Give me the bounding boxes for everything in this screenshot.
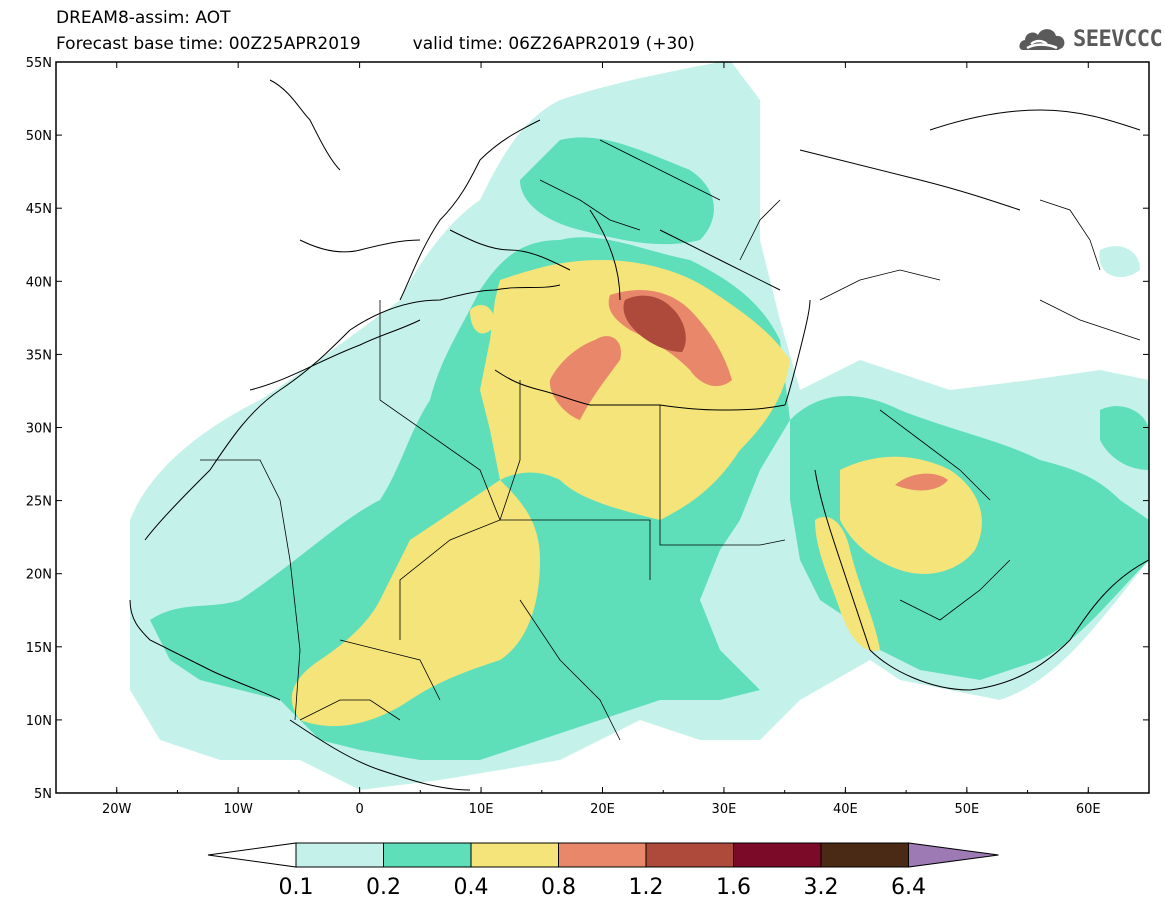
lon-label: 10W (223, 802, 253, 817)
map-title: DREAM8-assim: AOT (56, 8, 231, 28)
lon-axis: 20W 10W 0 10E 20E 30E 40E 50E 60E (55, 62, 1150, 817)
base-time: Forecast base time: 00Z25APR2019 (56, 34, 361, 54)
lat-label: 20N (26, 568, 52, 583)
colorbar-box (733, 842, 822, 868)
colorbar-label: 1.6 (716, 875, 751, 900)
lon-label: 30E (712, 802, 737, 817)
lat-axis: 55N 50N 45N 40N 35N 30N 25N 20N 15N 10N 5N (26, 56, 1149, 802)
lat-label: 45N (26, 202, 52, 217)
colorbar-label: 0.2 (366, 875, 401, 900)
seevccc-logo: SEEVCCC (1017, 22, 1163, 58)
lat-label: 50N (26, 129, 52, 144)
lat-label: 30N (26, 422, 52, 437)
lat-label: 25N (26, 495, 52, 510)
lon-label: 60E (1076, 802, 1101, 817)
lon-label: 20E (590, 802, 615, 817)
colorbar-label: 0.4 (454, 875, 489, 900)
lon-label: 10E (469, 802, 494, 817)
colorbar-label: 3.2 (804, 875, 839, 900)
colorbar-box (645, 842, 734, 868)
lon-label: 40E (833, 802, 858, 817)
cloud-icon (1019, 29, 1065, 50)
lat-label: 40N (26, 275, 52, 290)
aot-band-0.4 (291, 260, 982, 727)
lon-label: 0 (355, 802, 363, 817)
lat-label: 5N (34, 787, 52, 802)
colorbar-box (383, 842, 472, 868)
lat-label: 35N (26, 348, 52, 363)
colorbar-box (820, 842, 909, 868)
aot-band-1.2 (623, 295, 686, 352)
lat-label: 55N (26, 56, 52, 71)
colorbar-above-triangle (908, 842, 999, 868)
logo-text: SEEVCCC (1073, 27, 1163, 52)
colorbar-label: 0.8 (541, 875, 576, 900)
time-info: Forecast base time: 00Z25APR2019 valid ti… (56, 34, 695, 54)
colorbar-box (470, 842, 559, 868)
lon-label: 50E (954, 802, 979, 817)
colorbar-box (558, 842, 647, 868)
colorbar-box (295, 842, 384, 868)
valid-time: valid time: 06Z26APR2019 (+30) (412, 34, 695, 54)
lat-label: 10N (26, 714, 52, 729)
colorbar-label: 1.2 (629, 875, 664, 900)
colorbar-below-triangle (207, 842, 297, 868)
coastlines (129, 79, 1149, 791)
colorbar-label: 0.1 (279, 875, 314, 900)
lon-label: 20W (102, 802, 132, 817)
colorbar-label: 6.4 (891, 875, 926, 900)
lat-label: 15N (26, 641, 52, 656)
country-borders (200, 139, 1141, 741)
